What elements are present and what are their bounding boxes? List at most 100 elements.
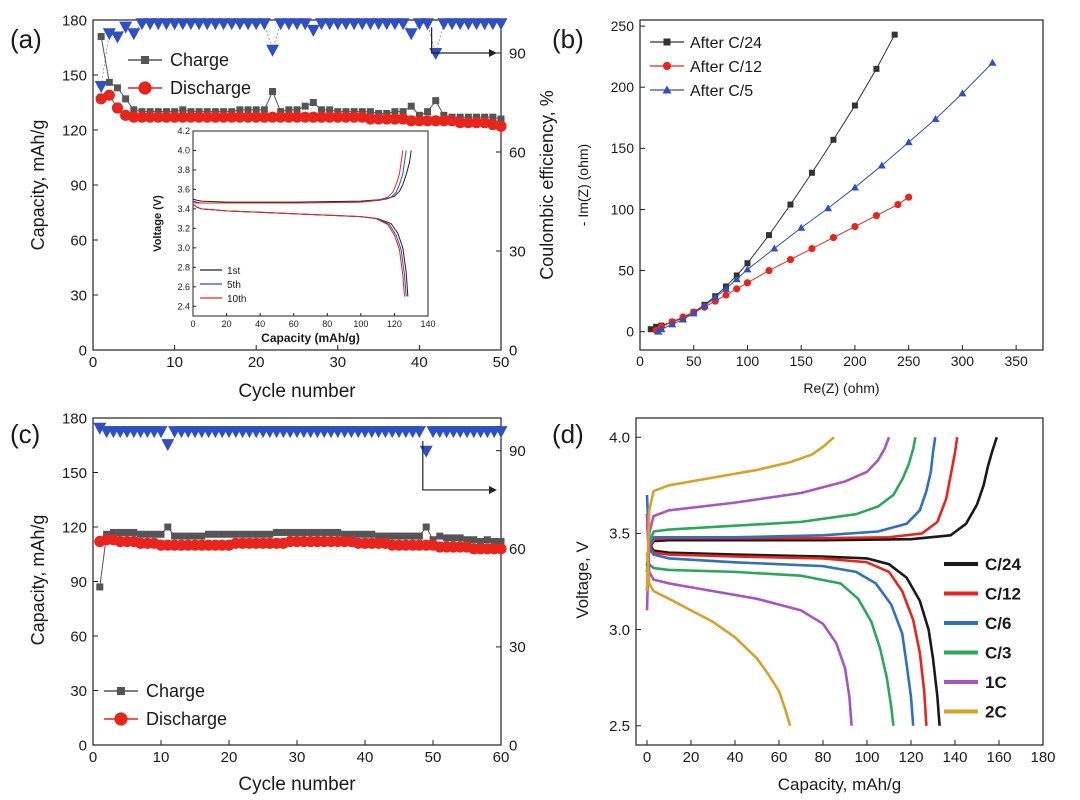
b-series-point: [678, 315, 687, 323]
c-charge-point: [171, 532, 179, 540]
a-discharge-point: [389, 113, 401, 125]
c-charge-point: [313, 528, 321, 536]
inset-legend-label: 1st: [227, 266, 241, 277]
a-xtick-label: 30: [329, 354, 346, 371]
b-series-point: [873, 65, 880, 72]
inset-ytick-label: 3.6: [177, 184, 190, 194]
b-ytick-label: 200: [611, 79, 635, 95]
a-discharge-point: [103, 89, 115, 101]
a-coulombic-efficiency-point: [339, 18, 353, 31]
c-charge-point: [361, 530, 369, 538]
c-ytick-label: 90: [70, 574, 87, 591]
b-legend-marker: [662, 61, 672, 71]
a-xtick-label: 0: [89, 354, 97, 371]
a-coulombic-efficiency-point: [266, 44, 280, 57]
a-coulombic-efficiency-point: [372, 18, 386, 31]
b-xtick-label: 0: [636, 353, 644, 369]
panel-d-label: (d): [552, 419, 584, 449]
c-xtick-label: 10: [153, 749, 170, 766]
c-charge-point: [375, 532, 383, 540]
c-charge-point: [150, 530, 158, 538]
d-xtick-label: 80: [815, 749, 832, 766]
a-discharge-point: [307, 111, 319, 123]
panel-a: (a)0 10 20 30 40 5003060901201501800306090Cyc…: [10, 12, 557, 402]
c-ytick-label: 60: [70, 628, 87, 645]
a-y2tick-label: 60: [509, 144, 526, 161]
b-series-point: [931, 115, 940, 122]
a-coulombic-efficiency-point: [314, 18, 328, 31]
inset-ytick-label: 3.0: [177, 243, 190, 253]
inset-ytick-label: 2.8: [177, 262, 190, 272]
c-charge-point: [402, 532, 410, 540]
b-legend-label: After C/12: [690, 59, 762, 76]
a-charge-point: [309, 99, 317, 106]
c-coulombic-efficiency-point: [154, 426, 168, 439]
a-coulombic-efficiency-point: [257, 18, 271, 31]
a-discharge-point: [226, 111, 238, 123]
c-legend-label: Charge: [146, 681, 205, 701]
b-series-point: [732, 275, 741, 283]
c-charge-point: [477, 538, 485, 546]
a-charge-point: [399, 108, 407, 116]
c-charge-point: [409, 532, 417, 540]
a-coulombic-efficiency-point: [404, 28, 418, 41]
d-xtick-label: 120: [898, 749, 923, 766]
c-xtick-label: 30: [289, 749, 306, 766]
b-series-point: [808, 169, 815, 176]
a-charge-point: [432, 97, 440, 105]
a-coulombic-efficiency-point: [290, 18, 304, 31]
b-x-axis-label: Re(Z) (ohm): [803, 380, 879, 396]
b-series-point: [894, 200, 902, 209]
c-charge-point: [449, 534, 457, 542]
a-coulombic-efficiency-point: [282, 18, 296, 31]
a-ce-arrow: [431, 27, 495, 54]
b-series-point: [988, 58, 997, 66]
a-xtick-label: 10: [166, 354, 183, 371]
a-xtick-label: 20: [248, 354, 265, 371]
plot-frame: [639, 19, 1044, 351]
inset-xtick-label: 60: [289, 319, 299, 329]
a-coulombic-efficiency-point: [445, 18, 459, 31]
d-ytick-label: 3.0: [609, 622, 630, 639]
a-charge-point: [497, 115, 505, 123]
c-charge-point: [239, 530, 247, 538]
c-charge-point: [157, 530, 165, 538]
a-coulombic-efficiency-point: [143, 18, 157, 31]
b-series-point: [765, 266, 773, 275]
b-ytick-label: 250: [611, 18, 635, 34]
a-coulombic-efficiency-point: [102, 28, 116, 41]
c-xtick-label: 40: [357, 749, 374, 766]
a-discharge-point: [315, 111, 328, 123]
d-xtick-label: 40: [727, 749, 744, 766]
b-series-point: [891, 31, 898, 38]
c-charge-point: [334, 528, 342, 536]
a-ytick-label: 30: [70, 287, 87, 304]
d-legend-label: C/24: [985, 555, 1021, 574]
panel-a-label: (a): [10, 24, 42, 54]
a-charge-point: [113, 84, 121, 92]
a-coulombic-efficiency-point: [421, 18, 435, 31]
c-charge-point: [470, 536, 478, 544]
a-charge-point: [293, 106, 301, 114]
b-series-point: [850, 183, 859, 191]
a-discharge-point: [381, 113, 393, 125]
c-charge-point: [218, 530, 226, 538]
c-charge-point: [123, 528, 131, 536]
a-coulombic-efficiency-point: [110, 31, 124, 44]
a-charge-point: [179, 106, 187, 114]
a-charge-point: [236, 106, 244, 114]
c-charge-point: [130, 528, 138, 536]
a-coulombic-efficiency-point: [388, 18, 402, 31]
a-legend-label: Discharge: [170, 78, 251, 98]
inset-xtick-label: 120: [387, 319, 402, 329]
b-xtick-label: 350: [1004, 353, 1028, 369]
c-charge-point: [463, 536, 471, 544]
d-xtick-label: 0: [643, 749, 651, 766]
a-coulombic-efficiency-point: [192, 18, 206, 31]
c-charge-point: [497, 538, 505, 546]
a-discharge-point: [413, 115, 425, 127]
b-series-point: [872, 211, 881, 220]
c-coulombic-efficiency-point: [412, 426, 426, 439]
a-discharge-point: [177, 111, 189, 123]
a-y2tick-label: 30: [509, 243, 526, 260]
